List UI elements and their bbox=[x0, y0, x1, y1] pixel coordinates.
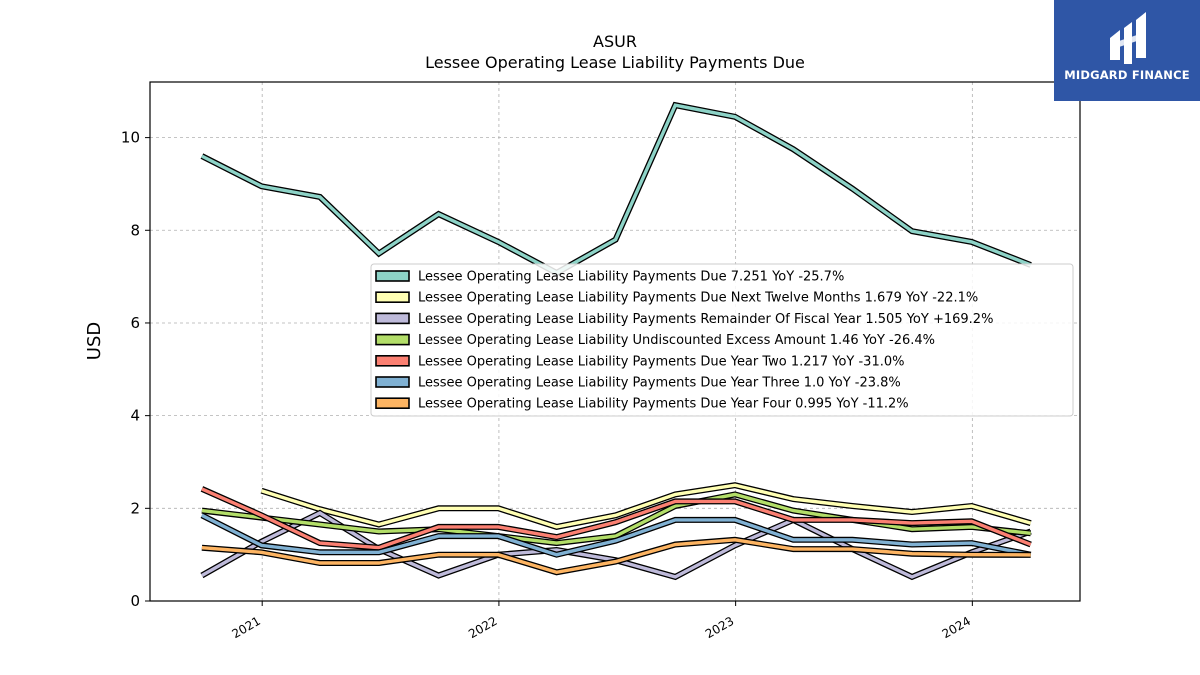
series-4-line bbox=[201, 492, 1031, 545]
legend-swatch bbox=[375, 312, 410, 325]
legend-swatch bbox=[375, 333, 410, 346]
series-2-line bbox=[260, 483, 1032, 529]
brand-name: MIDGARD FINANCE bbox=[1064, 68, 1190, 82]
series-5-line bbox=[201, 487, 1032, 550]
series-lines bbox=[200, 101, 1032, 581]
legend-swatch bbox=[375, 291, 410, 304]
x-tick-label: 2022 bbox=[466, 614, 499, 641]
plot-frame bbox=[149, 81, 1081, 602]
y-axis-label: USD bbox=[84, 322, 105, 360]
y-tick-label: 4 bbox=[130, 407, 140, 425]
brand-logo: MIDGARD FINANCE bbox=[1054, 0, 1200, 101]
x-tick-label: 2021 bbox=[229, 614, 262, 641]
legend-label: Lessee Operating Lease Liability Payment… bbox=[418, 376, 901, 391]
legend-swatch bbox=[375, 397, 410, 410]
y-tick-label: 10 bbox=[121, 129, 140, 147]
legend-swatch bbox=[375, 376, 410, 388]
legend-label: Lessee Operating Lease Liability Payment… bbox=[418, 312, 993, 327]
legend-label: Lessee Operating Lease Liability Payment… bbox=[418, 270, 844, 285]
legend-label: Lessee Operating Lease Liability Payment… bbox=[418, 354, 904, 369]
series-1-outline bbox=[200, 101, 1032, 277]
series-7-line bbox=[201, 538, 1031, 575]
y-tick-label: 6 bbox=[130, 314, 140, 332]
chart-subtitle: Lessee Operating Lease Liability Payment… bbox=[425, 53, 805, 72]
legend-label: Lessee Operating Lease Liability Payment… bbox=[418, 291, 978, 306]
series-1-line bbox=[201, 103, 1032, 275]
logo-mark-icon bbox=[1110, 12, 1146, 64]
legend: Lessee Operating Lease Liability Payment… bbox=[370, 263, 1074, 417]
y-tick-label: 2 bbox=[130, 499, 140, 517]
y-tick-label: 0 bbox=[130, 592, 140, 610]
series-6-line bbox=[201, 513, 1032, 557]
x-tick-label: 2023 bbox=[703, 614, 736, 641]
chart-title: ASUR bbox=[593, 32, 637, 51]
legend-label: Lessee Operating Lease Liability Undisco… bbox=[418, 333, 935, 348]
legend-box bbox=[370, 263, 1074, 417]
legend-label: Lessee Operating Lease Liability Payment… bbox=[418, 397, 909, 412]
legend-swatch bbox=[375, 354, 410, 367]
legend-swatch bbox=[375, 270, 410, 282]
x-tick-label: 2024 bbox=[940, 614, 973, 641]
y-tick-label: 8 bbox=[130, 221, 140, 239]
